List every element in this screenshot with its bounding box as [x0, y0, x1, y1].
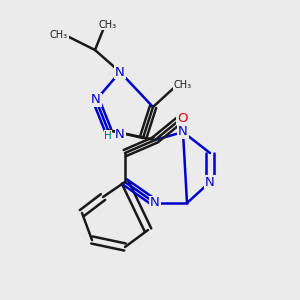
Text: H: H [104, 130, 112, 141]
Text: O: O [177, 112, 187, 124]
Text: N: N [178, 125, 188, 139]
Text: N: N [150, 196, 160, 209]
Text: N: N [115, 128, 125, 141]
Text: N: N [115, 65, 125, 79]
Text: N: N [91, 94, 101, 106]
Text: CH₃: CH₃ [99, 20, 117, 30]
Text: CH₃: CH₃ [173, 80, 191, 90]
Text: CH₃: CH₃ [50, 30, 68, 40]
Text: N: N [205, 176, 215, 188]
